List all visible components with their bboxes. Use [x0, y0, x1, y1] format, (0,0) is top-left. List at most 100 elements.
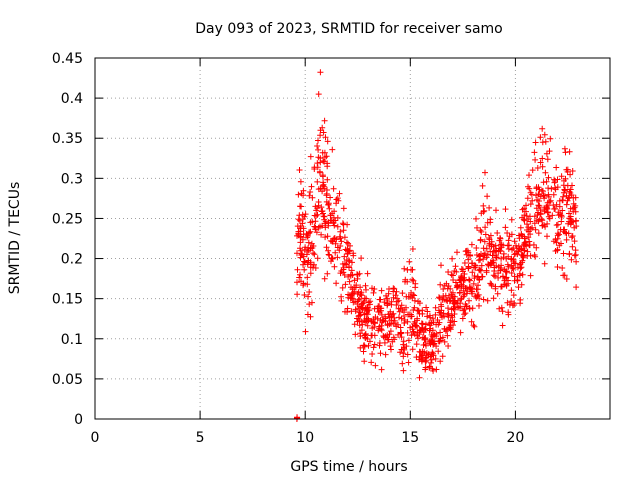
- data-points: [293, 69, 580, 422]
- data-point: [397, 324, 404, 331]
- data-point: [366, 301, 373, 308]
- data-point: [311, 261, 317, 268]
- data-point: [403, 304, 409, 311]
- data-point: [562, 229, 569, 236]
- data-point: [400, 367, 407, 374]
- data-point: [388, 301, 395, 308]
- data-point: [545, 174, 552, 181]
- data-point: [377, 350, 384, 357]
- data-point: [521, 205, 528, 212]
- data-point: [430, 341, 437, 348]
- data-point: [545, 185, 552, 192]
- data-point: [437, 337, 444, 344]
- data-point: [315, 137, 321, 144]
- data-point: [441, 325, 448, 332]
- data-point: [461, 311, 468, 318]
- data-point: [422, 341, 429, 347]
- data-point: [527, 201, 534, 208]
- data-point: [312, 218, 319, 225]
- data-point: [305, 239, 312, 246]
- data-point: [376, 296, 383, 303]
- data-point: [477, 256, 484, 263]
- data-point: [556, 197, 563, 204]
- data-point: [521, 241, 528, 248]
- data-point: [492, 247, 498, 254]
- data-point: [472, 262, 479, 269]
- data-point: [341, 260, 348, 267]
- data-point: [404, 329, 411, 336]
- data-point: [364, 322, 371, 329]
- data-point: [469, 269, 476, 276]
- data-point: [294, 250, 300, 257]
- data-point: [354, 275, 361, 282]
- data-point: [482, 169, 488, 176]
- data-point: [572, 251, 579, 258]
- data-point: [466, 297, 472, 304]
- data-point: [419, 310, 426, 317]
- data-point: [414, 315, 421, 322]
- data-point: [337, 235, 344, 242]
- data-point: [553, 239, 560, 246]
- data-point: [541, 260, 548, 267]
- data-point: [377, 326, 384, 332]
- data-point: [484, 297, 491, 304]
- y-tick-label: 0.25: [52, 211, 83, 227]
- data-point: [321, 149, 328, 156]
- data-point: [436, 295, 443, 302]
- data-point: [458, 266, 465, 272]
- data-point: [415, 307, 422, 314]
- data-point: [306, 192, 313, 199]
- data-point: [563, 276, 570, 282]
- data-point: [474, 224, 480, 231]
- data-point: [441, 296, 448, 303]
- data-point: [567, 221, 574, 228]
- data-point: [473, 245, 480, 251]
- data-point: [462, 301, 469, 308]
- data-point: [510, 292, 517, 299]
- data-point: [547, 197, 554, 204]
- data-point: [339, 284, 346, 291]
- data-point: [399, 290, 406, 297]
- data-point: [444, 332, 451, 339]
- data-point: [361, 358, 368, 365]
- data-point: [469, 288, 476, 295]
- data-point: [326, 205, 333, 212]
- data-point: [468, 318, 475, 325]
- data-point: [358, 327, 365, 334]
- data-point: [544, 156, 551, 163]
- data-point: [518, 281, 525, 288]
- data-point: [336, 247, 343, 254]
- data-point: [511, 302, 518, 308]
- data-point: [315, 186, 322, 193]
- data-point: [393, 323, 400, 330]
- data-point: [451, 311, 458, 317]
- data-point: [300, 282, 307, 289]
- chart-title: Day 093 of 2023, SRMTID for receiver sam…: [195, 21, 503, 37]
- data-point: [470, 280, 477, 287]
- data-point: [449, 289, 456, 296]
- data-point: [497, 248, 504, 255]
- data-point: [429, 315, 436, 322]
- data-point: [359, 321, 366, 328]
- data-point: [364, 308, 371, 315]
- data-point: [519, 271, 526, 278]
- data-point: [416, 356, 423, 363]
- data-point: [503, 268, 510, 275]
- data-point: [428, 356, 435, 363]
- data-point: [561, 186, 568, 193]
- data-point: [517, 246, 524, 253]
- data-point: [567, 216, 574, 222]
- data-point: [334, 223, 341, 230]
- data-point: [535, 218, 542, 225]
- data-point: [311, 251, 318, 258]
- data-point: [309, 299, 315, 306]
- data-point: [321, 117, 328, 124]
- data-point: [476, 266, 483, 273]
- data-point: [325, 247, 332, 254]
- data-point: [451, 318, 458, 325]
- data-point: [341, 234, 348, 241]
- data-point: [461, 260, 468, 266]
- data-point: [486, 242, 493, 249]
- data-point: [478, 262, 485, 269]
- data-point: [301, 246, 308, 253]
